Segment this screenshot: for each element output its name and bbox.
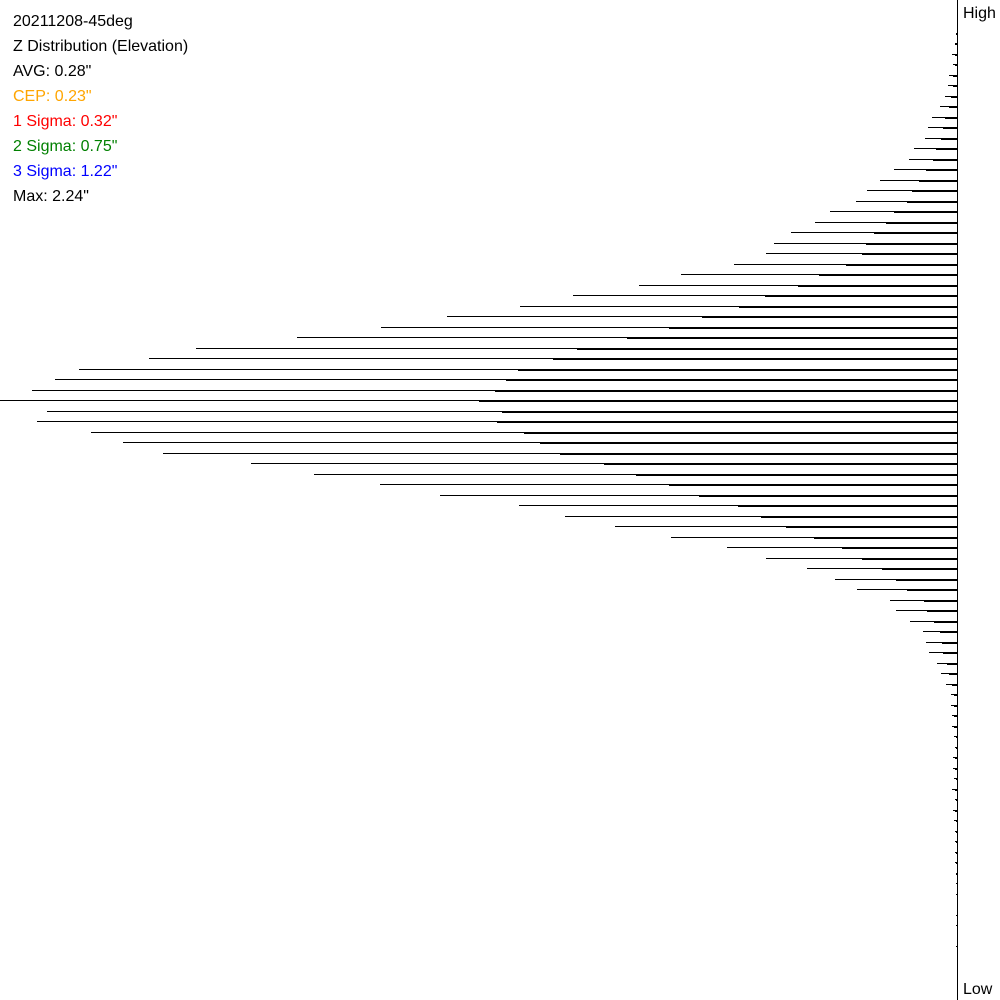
max-stat: Max: 2.24": [13, 188, 89, 205]
avg-stat: AVG: 0.28": [13, 63, 92, 80]
axis-high-label: High: [963, 5, 996, 22]
chart-subtitle: Z Distribution (Elevation): [13, 38, 189, 55]
sigma2-stat: 2 Sigma: 0.75": [13, 138, 118, 155]
cep-stat: CEP: 0.23": [13, 88, 92, 105]
stats-panel: 20211208-45deg Z Distribution (Elevation…: [13, 9, 188, 209]
chart-title: 20211208-45deg: [13, 13, 133, 30]
axis-low-label: Low: [963, 981, 993, 998]
sigma3-stat: 3 Sigma: 1.22": [13, 163, 118, 180]
sigma1-stat: 1 Sigma: 0.32": [13, 113, 118, 130]
histogram-bars: [0, 33, 957, 947]
